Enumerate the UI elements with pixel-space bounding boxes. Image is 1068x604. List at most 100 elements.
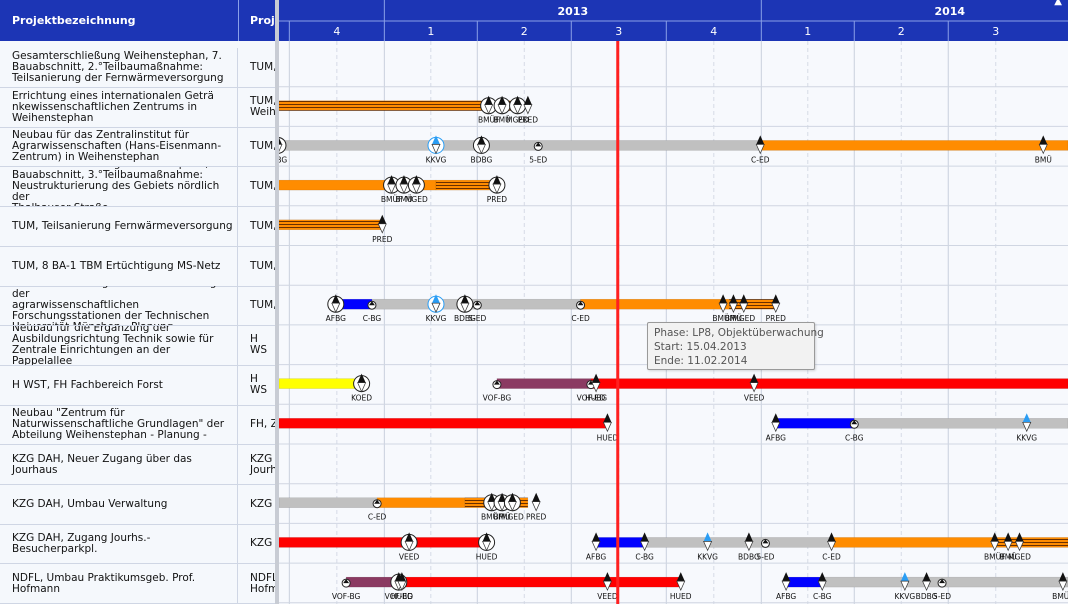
phase-bar	[279, 378, 362, 389]
table-row[interactable]: Neustrukturierung und Modernisierung der…	[0, 286, 278, 327]
milestone-up-triangle	[482, 532, 491, 542]
milestone-up-triangle	[1039, 135, 1048, 145]
milestone-label: KOED	[351, 394, 372, 403]
milestone-down-triangle	[817, 580, 827, 591]
scroll-up-icon[interactable]: ▲	[1054, 0, 1062, 7]
milestone-down-triangle	[771, 421, 781, 433]
project-name-line: Neustrukturierung des Gebiets nördlich d…	[12, 180, 220, 204]
project-name-cell: Gesamterschließung Weihenstephan, 7.Baua…	[0, 48, 238, 87]
table-row[interactable]: Gesamterschließung Weihenstephan, 7.Baua…	[0, 48, 278, 88]
project-name-cell: Neubau für die Ergänzung der Ausbildungsr…	[0, 325, 238, 365]
milestone-label: C-BG	[363, 314, 382, 323]
phase-bar	[279, 537, 487, 548]
milestone-up-triangle	[397, 572, 406, 582]
milestone-up-triangle	[756, 135, 765, 145]
milestone-up-triangle	[498, 492, 507, 502]
project-code-cell: TUM,	[239, 127, 278, 166]
milestone-small-marker	[939, 579, 946, 584]
milestone-up-triangle	[640, 532, 649, 542]
project-name-line: KZG DAH, Umbau Verwaltung	[12, 497, 168, 510]
milestone-label: PRED	[526, 513, 546, 522]
milestone-up-triangle	[405, 532, 414, 542]
project-code-line: Weih	[250, 106, 276, 119]
milestone-label: 5-ED	[529, 155, 547, 164]
milestone-down-triangle	[377, 223, 387, 234]
table-row[interactable]: TUM, Teilsanierung Fernwärmeversorgung TU…	[0, 206, 278, 247]
table-row[interactable]: Neubau für das Zentralinstitut für Agrarw…	[0, 127, 278, 168]
project-name-line: Zentrale Einrichtungen an der Pappelalle…	[12, 344, 171, 365]
project-name-line: Zentrum) in Weihenstephan	[12, 151, 160, 164]
milestone-up-triangle	[487, 492, 496, 502]
milestone-label: PRED	[766, 314, 786, 323]
project-name-line: Gesamterschließung Weihenstephan, 7.	[12, 167, 233, 170]
quarter-label: 3	[615, 25, 622, 38]
table-row[interactable]: Neubau "Zentrum für Naturwissenschaftlich…	[0, 405, 278, 446]
project-name-line: Universität München - Planung -	[12, 322, 233, 326]
milestone-down-triangle	[771, 302, 781, 314]
milestone-label: AFBG	[326, 314, 346, 323]
table-row[interactable]: Neubau für die Ergänzung der Ausbildungsr…	[0, 325, 278, 366]
milestone-label: BMÜ	[494, 116, 511, 125]
table-row[interactable]: NDFL, Umbau Praktikumsgeb. Prof. Hofmann N…	[0, 564, 278, 604]
milestone-label: C-BG	[845, 433, 864, 442]
project-code-line: TUM,	[250, 299, 277, 312]
milestone-label: VEED	[744, 394, 765, 403]
phase-bar	[854, 418, 1068, 429]
milestone-up-triangle	[378, 214, 387, 224]
milestone-down-triangle	[1014, 541, 1025, 552]
milestone-down-triangle	[523, 104, 533, 115]
project-name-line: agrarwissenschaftlichen	[12, 299, 140, 312]
table-row[interactable]: KZG DAH, Umbau Verwaltung KZG	[0, 484, 278, 525]
milestone-down-triangle	[404, 541, 414, 552]
project-name-line: TUM, 8 BA-1 TBM Ertüchtigung MS-Netz	[12, 259, 221, 272]
project-name-line: Abteilung Weihenstephan - Planung -	[12, 429, 207, 442]
milestone-up-triangle	[412, 175, 421, 185]
column-header-projektbezeichnung[interactable]: Projektbezeichnung	[0, 0, 239, 41]
milestone-up-triangle	[782, 572, 791, 582]
project-code-line: H WS	[250, 333, 268, 357]
milestone-up-triangle	[900, 572, 909, 582]
table-row[interactable]: KZG DAH, Zugang Jourhs.-Besucherparkpl. K…	[0, 524, 278, 565]
milestone-up-triangle	[771, 413, 780, 423]
project-name-cell: Neubau "Zentrum für Naturwissenschaftlich…	[0, 405, 238, 445]
milestone-down-triangle	[591, 382, 601, 393]
milestone-label: BMÜ	[1035, 155, 1052, 164]
project-name-line: Neustrukturierung und Modernisierung der	[12, 286, 216, 301]
phase-bar	[775, 418, 855, 429]
milestone-up-triangle	[592, 532, 601, 542]
milestone-label: MGED	[506, 116, 529, 125]
milestone-up-triangle	[771, 294, 780, 304]
table-row[interactable]: H WST, FH Fachbereich Forst H WS	[0, 365, 278, 406]
milestone-label: AFBG	[766, 433, 786, 442]
table-row[interactable]: TUM, 8 BA-1 TBM Ertüchtigung MS-Netz TUM,	[0, 246, 278, 287]
milestone-small-marker	[493, 380, 500, 385]
quarter-label: 1	[804, 25, 811, 38]
tooltip-end: Ende: 11.02.2014	[654, 355, 748, 367]
milestone-small-marker	[374, 499, 381, 504]
table-row[interactable]: KZG DAH, Neuer Zugang über das Jourhaus K…	[0, 445, 278, 485]
phase-bar	[279, 497, 378, 508]
table-row[interactable]: Gesamterschließung Weihenstephan, 7.Baua…	[0, 167, 278, 208]
column-header-projekt[interactable]: Projekt	[239, 0, 278, 41]
milestone-label: BMÜ	[494, 513, 511, 522]
pane-splitter[interactable]	[275, 0, 279, 604]
milestone-up-triangle	[827, 532, 836, 542]
milestone-down-triangle	[531, 501, 541, 512]
phase-bar	[580, 298, 730, 310]
milestone-label: C-ED	[751, 155, 770, 164]
project-code-cell: H WS	[239, 366, 278, 405]
project-code-line: TUM,	[250, 61, 277, 73]
project-code-line: TUM,	[250, 219, 277, 232]
quarter-label: 1	[427, 25, 434, 38]
project-name-cell: KZG DAH, Umbau Verwaltung	[0, 484, 238, 524]
milestone-down-triangle	[728, 302, 738, 314]
milestone-up-triangle	[484, 95, 493, 105]
project-code-cell: TUM,	[239, 247, 278, 286]
milestone-down-triangle	[431, 144, 441, 155]
milestone-down-triangle	[739, 302, 749, 314]
milestone-up-triangle	[513, 95, 522, 105]
milestone-label: VEED	[597, 592, 618, 601]
milestone-down-triangle	[1022, 421, 1032, 433]
table-row[interactable]: Errichtung eines internationalen Geträ nk…	[0, 87, 278, 128]
